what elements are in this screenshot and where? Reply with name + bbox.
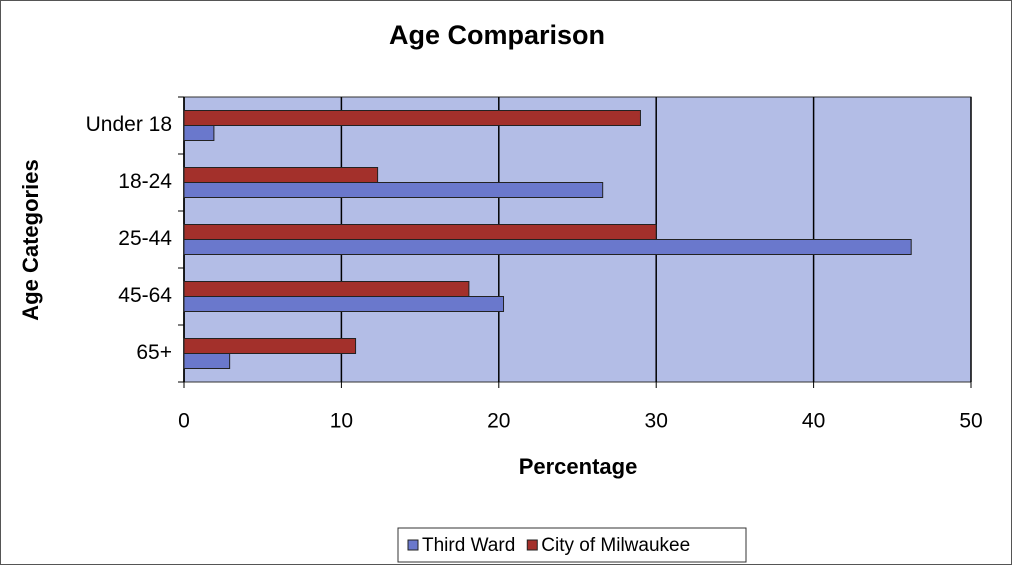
bar <box>183 167 379 183</box>
y-tick-label: 25-44 <box>118 227 172 250</box>
legend-swatch <box>526 539 538 551</box>
x-tick-label: 40 <box>802 410 825 433</box>
bar <box>183 296 505 312</box>
bar <box>183 239 912 255</box>
x-tick-label: 0 <box>178 410 190 433</box>
y-tick-label: 65+ <box>136 341 172 364</box>
y-axis-label: Age Categories <box>18 159 43 320</box>
bar <box>183 110 641 126</box>
legend <box>397 527 747 563</box>
x-tick-label: 20 <box>487 410 510 433</box>
legend-label: City of Milwaukee <box>541 535 690 556</box>
x-tick-label: 10 <box>330 410 353 433</box>
bar <box>183 281 470 297</box>
bar <box>183 224 657 240</box>
y-tick-label: Under 18 <box>86 113 172 136</box>
bar <box>183 353 231 369</box>
y-tick-label: 45-64 <box>118 284 172 307</box>
chart-title: Age Comparison <box>389 20 605 50</box>
legend-label: Third Ward <box>422 535 515 556</box>
bar <box>183 125 215 141</box>
x-axis-label: Percentage <box>519 454 638 479</box>
bar <box>183 338 357 354</box>
x-tick-label: 50 <box>959 410 982 433</box>
y-tick-label: 18-24 <box>118 170 172 193</box>
legend-swatch <box>407 539 419 551</box>
x-tick-label: 30 <box>645 410 668 433</box>
bar <box>183 182 604 198</box>
